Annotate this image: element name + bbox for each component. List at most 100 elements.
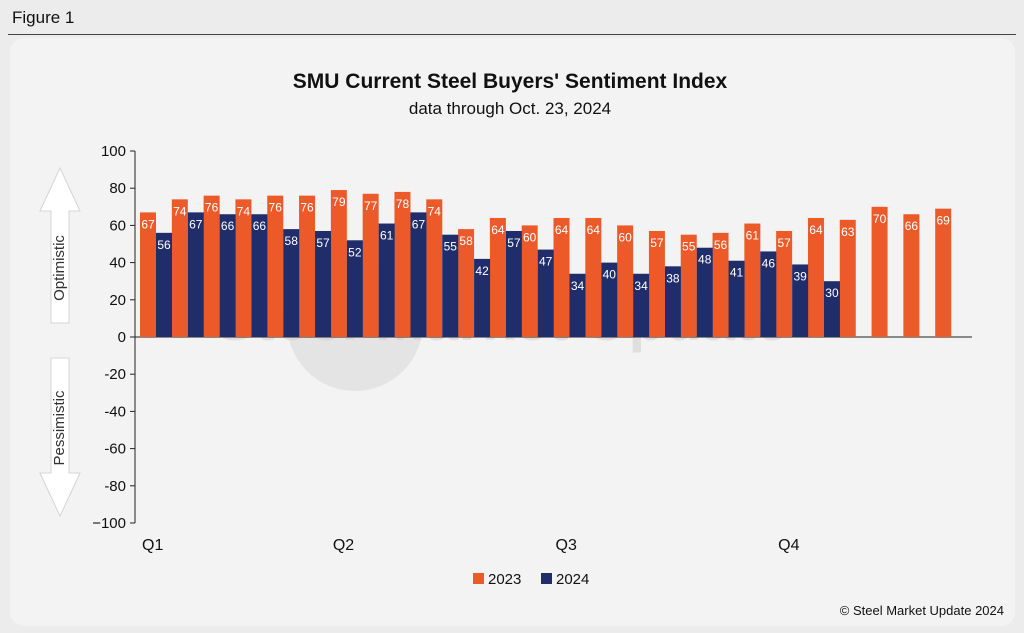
data-label-2024-5: 57 [316, 236, 330, 250]
data-label-2024-16: 38 [666, 271, 680, 285]
bar-2023-21 [807, 217, 824, 337]
bar-2023-13 [553, 217, 570, 337]
y-tick-label: -40 [104, 403, 126, 420]
bar-2024-1 [187, 212, 204, 337]
data-label-2023-4: 76 [269, 201, 283, 215]
data-label-2024-7: 61 [380, 229, 394, 243]
y-tick-label: -20 [104, 366, 126, 383]
data-label-2023-6: 79 [332, 195, 346, 209]
data-label-2023-2: 76 [205, 201, 219, 215]
bar-2023-19 [744, 223, 761, 337]
data-label-2024-14: 40 [603, 268, 617, 282]
data-label-2023-12: 60 [523, 230, 537, 244]
y-tick-label: 20 [109, 292, 126, 309]
data-label-2024-13: 34 [571, 279, 585, 293]
bar-2024-11 [505, 230, 522, 337]
chart-panel: SMU Current Steel Buyers' Sentiment Inde… [10, 38, 1015, 626]
bar-2023-0 [140, 212, 156, 337]
top-divider [8, 34, 1016, 35]
data-label-2023-1: 74 [173, 204, 187, 218]
data-label-2023-5: 76 [300, 201, 314, 215]
bar-2023-14 [585, 217, 602, 337]
bar-2023-2 [203, 195, 220, 337]
bar-2024-12 [537, 249, 554, 337]
data-label-2024-9: 55 [444, 240, 458, 254]
figure-label: Figure 1 [12, 8, 75, 27]
data-label-2023-15: 60 [618, 230, 632, 244]
quarter-label-Q4: Q4 [778, 537, 799, 554]
data-label-2024-1: 67 [189, 217, 203, 231]
y-tick-label: 0 [118, 329, 126, 346]
data-label-2024-3: 66 [253, 219, 267, 233]
y-tick-label: 100 [101, 143, 126, 160]
data-label-2024-12: 47 [539, 255, 553, 269]
sentiment-chart: SMU Current Steel Buyers' Sentiment Inde… [39, 70, 1004, 618]
bar-2024-14 [601, 262, 618, 337]
data-label-2023-24: 66 [905, 219, 919, 233]
data-label-2023-22: 63 [841, 225, 855, 239]
legend: 2023 2024 [473, 571, 589, 588]
bar-2024-15 [633, 273, 650, 337]
y-tick-label: -80 [104, 478, 126, 495]
pessimistic-arrow-icon [39, 357, 81, 518]
data-label-2024-6: 52 [348, 245, 362, 259]
bar-2023-24 [903, 214, 920, 337]
data-label-2023-13: 64 [555, 223, 569, 237]
data-label-2023-25: 69 [937, 214, 951, 228]
data-label-2023-9: 74 [428, 204, 442, 218]
bar-2023-6 [330, 190, 347, 337]
bar-2024-4 [283, 229, 300, 337]
data-label-2023-19: 61 [746, 229, 760, 243]
data-label-2024-18: 41 [730, 266, 744, 280]
data-label-2023-18: 56 [714, 238, 728, 252]
bar-2024-8 [410, 212, 427, 337]
data-label-2023-14: 64 [587, 223, 601, 237]
bar-2023-16 [648, 230, 665, 337]
legend-swatch-2024 [541, 573, 552, 584]
data-label-2024-2: 66 [221, 219, 235, 233]
data-label-2024-8: 67 [412, 217, 426, 231]
quarter-label-Q1: Q1 [142, 537, 163, 554]
bar-2023-9 [426, 199, 443, 337]
bar-2024-6 [346, 240, 363, 337]
y-tick-label: −100 [92, 515, 126, 532]
data-label-2024-0: 56 [157, 238, 171, 252]
bar-2024-3 [251, 214, 268, 337]
data-label-2023-11: 64 [491, 223, 505, 237]
chart-subtitle: data through Oct. 23, 2024 [409, 99, 611, 118]
quarter-label-Q3: Q3 [556, 537, 577, 554]
chart-title: SMU Current Steel Buyers' Sentiment Inde… [293, 70, 728, 93]
quarter-label-Q2: Q2 [333, 537, 354, 554]
bar-2023-18 [712, 232, 729, 337]
data-label-2024-19: 46 [762, 256, 776, 270]
data-label-2023-23: 70 [873, 212, 887, 226]
data-label-2024-11: 57 [507, 236, 521, 250]
bar-2023-15 [617, 225, 634, 337]
bar-2023-8 [394, 191, 411, 337]
bar-2023-11 [489, 217, 506, 337]
bar-2024-20 [792, 264, 809, 337]
data-label-2024-10: 42 [475, 264, 489, 278]
bar-2024-0 [156, 232, 172, 337]
legend-label-2024: 2024 [556, 571, 589, 588]
bar-2024-7 [378, 223, 395, 337]
bar-2023-22 [839, 219, 856, 337]
bar-2023-17 [680, 234, 697, 337]
bar-2023-4 [267, 195, 284, 337]
data-label-2024-20: 39 [793, 269, 807, 283]
bar-2023-5 [299, 195, 316, 337]
data-label-2023-0: 67 [141, 217, 155, 231]
bar-2023-10 [458, 229, 475, 337]
bar-2024-18 [728, 260, 745, 337]
bar-2024-5 [315, 230, 332, 337]
bar-2024-19 [760, 251, 777, 337]
bar-2023-12 [521, 225, 538, 337]
bar-2023-20 [776, 230, 793, 337]
data-label-2023-16: 57 [650, 236, 664, 250]
data-label-2023-10: 58 [459, 234, 473, 248]
optimistic-label: Optimistic [51, 235, 68, 301]
bar-2023-3 [235, 199, 252, 337]
data-label-2023-20: 57 [777, 236, 791, 250]
legend-label-2023: 2023 [488, 571, 521, 588]
bar-2024-10 [474, 258, 491, 337]
